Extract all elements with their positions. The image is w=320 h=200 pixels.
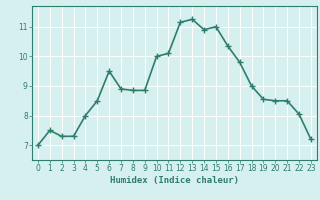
X-axis label: Humidex (Indice chaleur): Humidex (Indice chaleur): [110, 176, 239, 185]
